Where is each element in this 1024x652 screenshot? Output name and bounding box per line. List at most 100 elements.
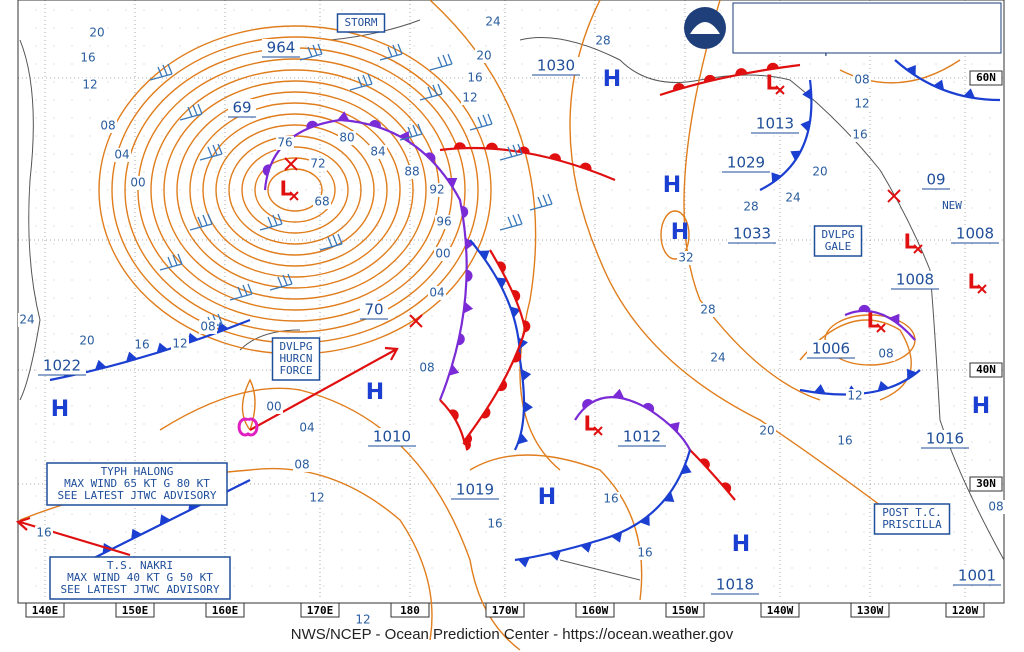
grid-dot <box>629 477 631 479</box>
grid-dot <box>53 27 55 29</box>
grid-dot <box>395 549 397 551</box>
grid-dot <box>971 441 973 443</box>
isobar-label-bg <box>129 176 147 190</box>
isobar-label-bg <box>602 492 620 506</box>
grid-dot <box>341 45 343 47</box>
grid-dot <box>593 387 595 389</box>
grid-dot <box>665 207 667 209</box>
grid-dot <box>179 459 181 461</box>
grid-dot <box>179 549 181 551</box>
grid-dot <box>971 315 973 317</box>
grid-dot <box>899 135 901 137</box>
grid-dot <box>89 189 91 191</box>
grid-dot <box>701 243 703 245</box>
cyclone-symbol <box>237 417 259 437</box>
grid-dot <box>251 477 253 479</box>
front-triangle <box>523 401 533 414</box>
isobar-label-bg <box>699 303 717 317</box>
grid-dot <box>845 135 847 137</box>
grid-dot <box>647 513 649 515</box>
grid-dot <box>485 459 487 461</box>
grid-dot <box>575 315 577 317</box>
low-x <box>913 244 923 254</box>
grid-dot <box>395 99 397 101</box>
grid-dot <box>485 243 487 245</box>
grid-dot <box>647 261 649 263</box>
front-semicircle <box>449 409 459 421</box>
grid-dot <box>881 369 883 371</box>
front-triangle <box>159 514 171 526</box>
isobar-label-bg <box>18 313 36 327</box>
grid-dot <box>719 459 721 461</box>
grid-dot <box>341 459 343 461</box>
grid-dot <box>665 171 667 173</box>
grid-dot <box>251 459 253 461</box>
grid-dot <box>521 135 523 137</box>
grid-dot <box>305 333 307 335</box>
grid-dot <box>593 117 595 119</box>
grid-dot <box>251 171 253 173</box>
grid-dot <box>611 243 613 245</box>
grid-dot <box>575 9 577 11</box>
grid-dot <box>971 99 973 101</box>
grid-dot <box>197 9 199 11</box>
grid-dot <box>755 513 757 515</box>
grid-dot <box>791 585 793 587</box>
front-triangle <box>680 463 692 475</box>
grid-dot <box>413 369 415 371</box>
grid-dot <box>251 261 253 263</box>
grid-dot <box>251 207 253 209</box>
isobar-label: 04 <box>299 421 314 435</box>
center-label-bg <box>532 57 580 75</box>
grid-dot <box>467 585 469 587</box>
isobar-label-bg <box>434 247 452 261</box>
grid-dot <box>395 63 397 65</box>
grid-dot <box>773 99 775 101</box>
grid-dot <box>125 45 127 47</box>
grid-dot <box>953 387 955 389</box>
grid-dot <box>305 585 307 587</box>
grid-dot <box>143 243 145 245</box>
center-label-bg <box>38 357 86 375</box>
front-triangle <box>580 542 592 553</box>
grid-dot <box>431 423 433 425</box>
grid-dot <box>593 27 595 29</box>
grid-dot <box>791 261 793 263</box>
grid-dot <box>197 171 199 173</box>
grid-dot <box>719 9 721 11</box>
isobar-label-bg <box>484 15 502 29</box>
grid-dot <box>683 171 685 173</box>
grid-dot <box>593 477 595 479</box>
grid-dot <box>611 261 613 263</box>
grid-dot <box>917 189 919 191</box>
grid-dot <box>431 441 433 443</box>
grid-dot <box>899 477 901 479</box>
grid-dot <box>233 567 235 569</box>
grid-dot <box>89 153 91 155</box>
wind-barb <box>179 103 203 121</box>
low-center: L <box>584 412 597 436</box>
grid-dot <box>845 495 847 497</box>
grid-dot <box>881 423 883 425</box>
grid-dot <box>665 45 667 47</box>
grid-dot <box>665 189 667 191</box>
isobar-label-bg <box>293 458 311 472</box>
grid-dot <box>323 585 325 587</box>
isobar-label-bg <box>877 347 895 361</box>
grid-dot <box>359 99 361 101</box>
isobar-label: 92 <box>429 183 444 197</box>
grid-dot <box>899 549 901 551</box>
grid-dot <box>611 315 613 317</box>
grid-dot <box>395 369 397 371</box>
grid-dot <box>107 81 109 83</box>
isobar-label-bg <box>403 165 421 179</box>
grid-dot <box>935 153 937 155</box>
grid-dot <box>881 297 883 299</box>
grid-dot <box>53 423 55 425</box>
grid-dot <box>125 81 127 83</box>
grid-dot <box>737 207 739 209</box>
grid-dot <box>107 423 109 425</box>
grid-dot <box>557 423 559 425</box>
center-label-bg <box>922 171 950 189</box>
isobar-label: 28 <box>700 303 715 317</box>
